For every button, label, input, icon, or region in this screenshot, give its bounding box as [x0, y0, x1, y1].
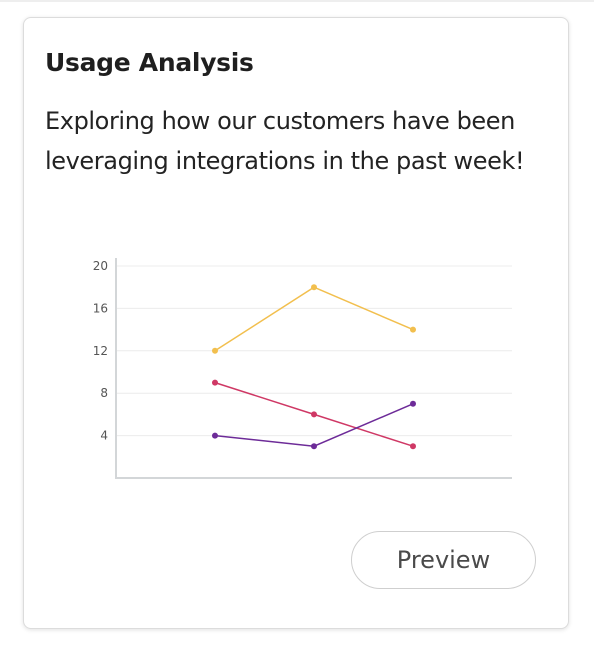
card-title: Usage Analysis — [45, 48, 254, 77]
y-tick-label-20: 20 — [93, 259, 108, 273]
series-line-3 — [214, 403, 414, 447]
top-divider — [0, 0, 594, 2]
series-2-point-1 — [212, 379, 218, 386]
series-2-point-2 — [311, 411, 317, 418]
series-3-point-1 — [212, 432, 218, 439]
series-3-point-3 — [410, 400, 416, 407]
y-tick-label-12: 12 — [93, 344, 108, 358]
series-1-point-1 — [212, 347, 218, 354]
series-3-point-2 — [311, 443, 317, 450]
usage-line-chart: 4 8 12 16 20 — [93, 258, 512, 479]
series-2-point-3 — [410, 443, 416, 450]
preview-button[interactable]: Preview — [351, 531, 536, 589]
y-tick-label-16: 16 — [93, 301, 108, 315]
y-tick-label-4: 4 — [100, 429, 108, 443]
series-1-point-3 — [410, 326, 416, 333]
card-description: Exploring how our customers have been le… — [45, 107, 525, 175]
y-tick-label-8: 8 — [100, 386, 108, 400]
usage-analysis-card: Usage Analysis Exploring how our custome… — [23, 17, 569, 629]
series-line-1 — [214, 286, 414, 352]
series-1-point-2 — [311, 284, 317, 291]
